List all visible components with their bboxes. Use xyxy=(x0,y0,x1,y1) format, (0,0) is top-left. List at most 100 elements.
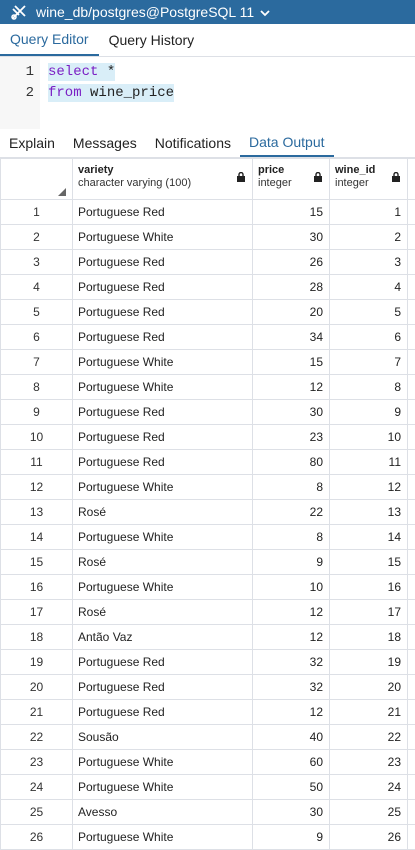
price-cell[interactable]: 30 xyxy=(252,224,330,250)
tab-data-output[interactable]: Data Output xyxy=(240,129,334,157)
wine-id-cell[interactable]: 11 xyxy=(329,449,408,475)
row-number-cell[interactable]: 7 xyxy=(0,349,73,375)
editor-line[interactable]: 1 select * xyxy=(0,61,415,82)
variety-cell[interactable]: Avesso xyxy=(72,799,253,825)
price-cell[interactable]: 60 xyxy=(252,749,330,775)
row-number-header[interactable] xyxy=(0,158,73,200)
table-row[interactable]: 6 Portuguese Red 34 6 xyxy=(0,324,415,350)
row-number-cell[interactable]: 10 xyxy=(0,424,73,450)
price-cell[interactable]: 26 xyxy=(252,249,330,275)
wine-id-cell[interactable]: 25 xyxy=(329,799,408,825)
wine-id-cell[interactable]: 6 xyxy=(329,324,408,350)
variety-cell[interactable]: Portuguese Red xyxy=(72,699,253,725)
variety-cell[interactable]: Rosé xyxy=(72,549,253,575)
variety-cell[interactable]: Portuguese White xyxy=(72,349,253,375)
table-row[interactable]: 20 Portuguese Red 32 20 xyxy=(0,674,415,700)
wine-id-cell[interactable]: 2 xyxy=(329,224,408,250)
variety-cell[interactable]: Portuguese Red xyxy=(72,424,253,450)
price-cell[interactable]: 32 xyxy=(252,674,330,700)
price-cell[interactable]: 34 xyxy=(252,324,330,350)
row-number-cell[interactable]: 24 xyxy=(0,774,73,800)
row-number-cell[interactable]: 1 xyxy=(0,199,73,225)
table-row[interactable]: 7 Portuguese White 15 7 xyxy=(0,349,415,375)
price-cell[interactable]: 22 xyxy=(252,499,330,525)
row-number-cell[interactable]: 25 xyxy=(0,799,73,825)
row-number-cell[interactable]: 13 xyxy=(0,499,73,525)
table-row[interactable]: 26 Portuguese White 9 26 xyxy=(0,824,415,850)
variety-cell[interactable]: Portuguese Red xyxy=(72,299,253,325)
table-row[interactable]: 15 Rosé 9 15 xyxy=(0,549,415,575)
variety-cell[interactable]: Sousão xyxy=(72,724,253,750)
row-number-cell[interactable]: 12 xyxy=(0,474,73,500)
table-row[interactable]: 3 Portuguese Red 26 3 xyxy=(0,249,415,275)
code-text[interactable]: select * xyxy=(48,62,116,81)
variety-cell[interactable]: Portuguese White xyxy=(72,574,253,600)
wine-id-cell[interactable]: 7 xyxy=(329,349,408,375)
wine-id-cell[interactable]: 22 xyxy=(329,724,408,750)
wine-id-cell[interactable]: 23 xyxy=(329,749,408,775)
wine-id-cell[interactable]: 16 xyxy=(329,574,408,600)
table-row[interactable]: 13 Rosé 22 13 xyxy=(0,499,415,525)
column-header-wine-id[interactable]: wine_id integer xyxy=(329,158,408,200)
tab-explain[interactable]: Explain xyxy=(9,135,55,151)
table-row[interactable]: 2 Portuguese White 30 2 xyxy=(0,224,415,250)
row-number-cell[interactable]: 6 xyxy=(0,324,73,350)
table-row[interactable]: 16 Portuguese White 10 16 xyxy=(0,574,415,600)
price-cell[interactable]: 9 xyxy=(252,824,330,850)
price-cell[interactable]: 40 xyxy=(252,724,330,750)
variety-cell[interactable]: Portuguese White xyxy=(72,824,253,850)
variety-cell[interactable]: Portuguese Red xyxy=(72,274,253,300)
wine-id-cell[interactable]: 18 xyxy=(329,624,408,650)
variety-cell[interactable]: Portuguese White xyxy=(72,524,253,550)
chevron-down-icon[interactable] xyxy=(260,4,270,20)
column-header-variety[interactable]: variety character varying (100) xyxy=(72,158,253,200)
table-row[interactable]: 12 Portuguese White 8 12 xyxy=(0,474,415,500)
row-number-cell[interactable]: 9 xyxy=(0,399,73,425)
row-number-cell[interactable]: 16 xyxy=(0,574,73,600)
data-output-grid[interactable]: variety character varying (100) price in… xyxy=(0,158,415,850)
price-cell[interactable]: 12 xyxy=(252,699,330,725)
table-row[interactable]: 21 Portuguese Red 12 21 xyxy=(0,699,415,725)
wine-id-cell[interactable]: 9 xyxy=(329,399,408,425)
editor-line[interactable]: 2 from wine_price xyxy=(0,82,415,103)
table-row[interactable]: 10 Portuguese Red 23 10 xyxy=(0,424,415,450)
table-row[interactable]: 24 Portuguese White 50 24 xyxy=(0,774,415,800)
variety-cell[interactable]: Portuguese White xyxy=(72,224,253,250)
wine-id-cell[interactable]: 8 xyxy=(329,374,408,400)
row-number-cell[interactable]: 14 xyxy=(0,524,73,550)
price-cell[interactable]: 28 xyxy=(252,274,330,300)
wine-id-cell[interactable]: 17 xyxy=(329,599,408,625)
price-cell[interactable]: 8 xyxy=(252,474,330,500)
wine-id-cell[interactable]: 10 xyxy=(329,424,408,450)
row-number-cell[interactable]: 8 xyxy=(0,374,73,400)
row-number-cell[interactable]: 17 xyxy=(0,599,73,625)
price-cell[interactable]: 30 xyxy=(252,799,330,825)
wine-id-cell[interactable]: 19 xyxy=(329,649,408,675)
wine-id-cell[interactable]: 24 xyxy=(329,774,408,800)
row-number-cell[interactable]: 5 xyxy=(0,299,73,325)
wine-id-cell[interactable]: 5 xyxy=(329,299,408,325)
row-number-cell[interactable]: 3 xyxy=(0,249,73,275)
wine-id-cell[interactable]: 21 xyxy=(329,699,408,725)
row-number-cell[interactable]: 20 xyxy=(0,674,73,700)
row-number-cell[interactable]: 4 xyxy=(0,274,73,300)
row-number-cell[interactable]: 21 xyxy=(0,699,73,725)
variety-cell[interactable]: Portuguese White xyxy=(72,374,253,400)
row-number-cell[interactable]: 15 xyxy=(0,549,73,575)
price-cell[interactable]: 12 xyxy=(252,374,330,400)
wine-id-cell[interactable]: 1 xyxy=(329,199,408,225)
variety-cell[interactable]: Portuguese Red xyxy=(72,449,253,475)
sql-editor[interactable]: 1 select * 2 from wine_price xyxy=(0,57,415,130)
table-row[interactable]: 17 Rosé 12 17 xyxy=(0,599,415,625)
tab-notifications[interactable]: Notifications xyxy=(154,135,231,151)
variety-cell[interactable]: Portuguese White xyxy=(72,774,253,800)
price-cell[interactable]: 8 xyxy=(252,524,330,550)
table-row[interactable]: 23 Portuguese White 60 23 xyxy=(0,749,415,775)
price-cell[interactable]: 9 xyxy=(252,549,330,575)
price-cell[interactable]: 20 xyxy=(252,299,330,325)
variety-cell[interactable]: Portuguese Red xyxy=(72,199,253,225)
table-row[interactable]: 8 Portuguese White 12 8 xyxy=(0,374,415,400)
price-cell[interactable]: 30 xyxy=(252,399,330,425)
select-all-corner-icon[interactable] xyxy=(58,188,66,196)
table-row[interactable]: 1 Portuguese Red 15 1 xyxy=(0,199,415,225)
